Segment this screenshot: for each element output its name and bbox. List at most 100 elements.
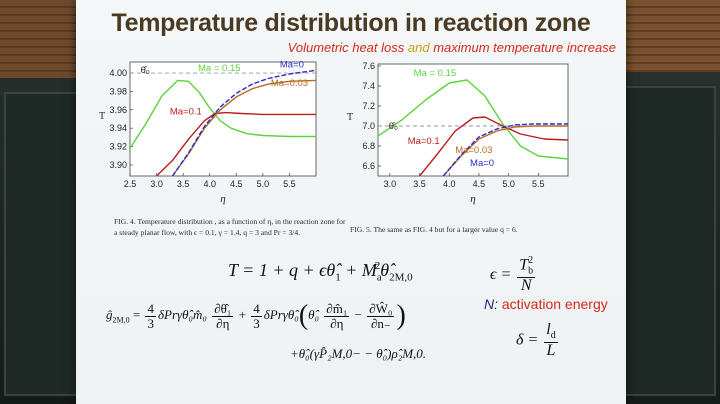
eq-g-frac2-den: 3 — [253, 315, 260, 331]
eq-g-minus: − — [351, 306, 366, 322]
lecture-hall-wall-left — [0, 0, 80, 404]
eq-g-sub: 2M,0 — [112, 315, 130, 325]
fig4-y-tick-label-4: 3.98 — [109, 86, 127, 96]
temperature-equation: T = 1 + q + ϵθ̂1 + Ma2θ̂2M,0 — [228, 260, 413, 284]
eq-eps-num-sub: b — [528, 265, 534, 277]
fig4-series-line-1 — [156, 111, 316, 176]
fig4-x-tick-label-1: 3.0 — [150, 179, 163, 189]
slide-title: Temperature distribution in reaction zon… — [111, 9, 591, 37]
fig5-x-tick-label-4: 5.0 — [502, 179, 515, 189]
delta-equation: δ = ld L — [516, 321, 560, 359]
fig4-x-tick-label-0: 2.5 — [124, 179, 137, 189]
fig4-series-line-0 — [130, 79, 316, 149]
eq-g-deriv3: ∂Ŵ₀ ∂n₋ — [367, 300, 395, 331]
projection-screen: Temperature distribution in reaction zon… — [76, 0, 626, 404]
fig4-x-tick-label-5: 5.0 — [257, 179, 270, 189]
eq-delta-num-l: l — [546, 321, 551, 338]
eq-eps-fraction: Tb2 N — [517, 255, 536, 295]
fig5-x-tick-label-0: 3.0 — [384, 179, 397, 189]
eq-t-sub-a: a — [376, 271, 382, 284]
eq-g-frac2-num: 4 — [251, 300, 262, 317]
subtitle-and: and — [407, 40, 430, 55]
eq-eps-numerator: Tb2 — [517, 255, 536, 279]
fig5-x-axis-label: η — [470, 193, 475, 205]
chalkboard-left — [4, 92, 78, 396]
fig5-series-line-2 — [442, 125, 568, 176]
eq-g-deriv3-den: ∂n₋ — [370, 315, 391, 331]
fig5-y-tick-label-4: 7.4 — [362, 81, 375, 91]
fig4-x-axis-label: η — [220, 193, 225, 205]
fig5-chart: 3.0 3.5 4.0 4.5 5.0 5.5 6.6 6.8 7.0 7.2 7.4 7.6 η Tθ̂… — [347, 61, 569, 205]
fig4-y-tick-label-2: 3.94 — [109, 123, 127, 133]
fig4-annotation-1: Ma = 0.15 — [198, 63, 241, 74]
fig4-x-tick-label-6: 5.5 — [283, 179, 296, 189]
fig4-x-tick-label-4: 4.5 — [230, 179, 243, 189]
fig4-x-tick-label-3: 4.0 — [203, 179, 216, 189]
eq-g-term2: δPrγθ̂₀ — [263, 306, 299, 322]
eq-g-frac1-num: 4 — [145, 300, 156, 317]
fig4-y-tick-label-5: 4.00 — [109, 68, 127, 78]
eq-eps-denominator: N — [517, 277, 535, 295]
eq-delta-numerator: ld — [544, 321, 558, 343]
fig5-y-tick-label-0: 6.6 — [362, 161, 375, 171]
fig4-y-tick-label-3: 3.96 — [109, 105, 127, 115]
fig5-series-line-3 — [442, 123, 568, 176]
fig4-x-tick-label-2: 3.5 — [177, 179, 190, 189]
fig5-series-line-0 — [378, 79, 568, 160]
eq-delta-num-sub: d — [550, 330, 556, 342]
fig5-caption: FIG. 5. The same as FIG. 4 but for a lar… — [350, 225, 518, 234]
fig4-plot-frame — [129, 61, 317, 177]
eq-t-sup-2: 2 — [374, 260, 381, 272]
fig5-y-tick-label-3: 7.2 — [362, 101, 375, 111]
eq-eps-den: N — [520, 277, 532, 295]
eq-t-sub-2m: 2M,0 — [389, 271, 413, 284]
fig5-annotation-4: Ma=0 — [470, 158, 494, 169]
fig5-plot-frame — [377, 63, 569, 177]
eq-g-term1: δPrγθ̂₀m̂₀ — [157, 306, 207, 322]
eq-g-paren-close: ) — [396, 300, 406, 331]
eq-eps-num-sup: 2 — [528, 255, 534, 266]
eq-delta-lhs: δ = — [516, 331, 539, 349]
eq-g-deriv1: ∂θ̂₁ ∂η — [212, 300, 234, 331]
eq-g-frac1-den: 3 — [147, 315, 154, 331]
eq-g-eq: = — [129, 306, 144, 322]
fig5-annotation-2: Ma=0.1 — [408, 136, 440, 147]
fig4-y-tick-label-0: 3.90 — [109, 160, 127, 170]
epsilon-equation: ϵ = Tb2 N — [490, 255, 537, 295]
subtitle-max-temp: maximum temperature increase — [433, 40, 616, 55]
fig5-y-tick-label-1: 6.8 — [362, 141, 375, 151]
eq-delta-den: L — [546, 341, 556, 359]
g2m-equation-line2: +θ̂₀(γP̂₂M,0− − θ̂₀)ρ̂₂M,0. — [290, 346, 426, 362]
eq-delta-fraction: ld L — [544, 321, 558, 359]
note-n-label: N: — [484, 296, 498, 312]
fig5-y-tick-label-2: 7.0 — [362, 121, 375, 131]
fig5-annotation-3: Ma=0.03 — [455, 145, 492, 156]
eq-eps-num-t: T — [519, 256, 529, 274]
fig5-series-line-1 — [419, 116, 568, 176]
eq-g-deriv2: ∂m̂₁ ∂η — [324, 302, 350, 331]
eq-g-term3: θ̂₀ — [308, 306, 320, 322]
fig4-annotation-2: Ma=0.1 — [170, 106, 202, 117]
eq-t-theta2: θ̂ — [380, 260, 390, 280]
eq-g-lhs: ĝ — [106, 306, 113, 322]
fig4-annotation-3: Ma=0.03 — [271, 78, 308, 89]
eq-t-plus: + M — [340, 260, 377, 280]
eq-g-deriv1-num: ∂θ̂₁ — [212, 300, 234, 317]
eq-g-line2: +θ̂₀(γP̂₂M,0− − θ̂₀)ρ̂₂M,0. — [290, 346, 427, 361]
activation-energy-note: N: activation energy — [484, 296, 608, 312]
note-activation-energy: activation energy — [501, 296, 608, 312]
fig5-x-tick-label-1: 3.5 — [413, 179, 426, 189]
eq-g-deriv1-den: ∂η — [216, 315, 230, 331]
slide-subtitle: Volumetric heat loss and maximum tempera… — [196, 40, 616, 55]
fig5-x-tick-label-3: 4.5 — [473, 179, 486, 189]
fig4-series-line-3 — [171, 69, 316, 176]
fig5-y-axis-label: T — [347, 112, 353, 123]
eq-g-deriv2-den: ∂η — [330, 315, 344, 331]
fig4-caption: FIG. 4. Temperature distribution , as a … — [114, 217, 346, 237]
eq-g-paren-open: ( — [298, 300, 309, 331]
eq-g-deriv3-num: ∂Ŵ₀ — [367, 300, 395, 317]
g2m-equation-line1: ĝ2M,0 = 4 3 δPrγθ̂₀m̂₀ ∂θ̂₁ ∂η + 4 3 δPrγθ̂₀(… — [106, 300, 406, 332]
eq-g-plus: + — [235, 306, 250, 322]
fig4-annotation-4: Ma=0 — [280, 60, 304, 71]
